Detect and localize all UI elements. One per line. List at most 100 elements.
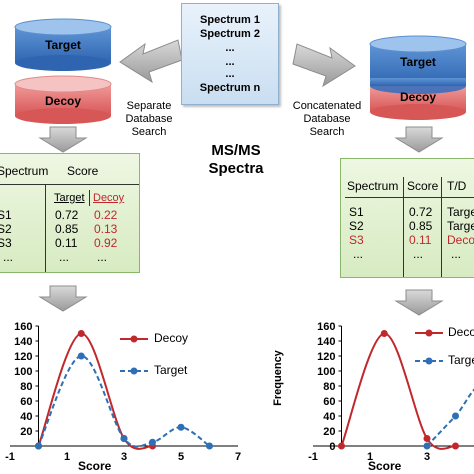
table-cell: S1 [0,208,12,222]
spectrum-line: ... [225,56,235,68]
left-x-axis-title: Score [78,459,112,473]
table-header-spectrum: Spectrum [347,179,399,193]
spectrum-line: Spectrum 1 [200,14,260,26]
y-tick-label: 160 [317,321,335,333]
data-point-target [177,423,185,431]
y-tick-label: 20 [323,426,335,438]
subheader-divider [89,190,90,206]
table-header-score: Score [67,164,99,178]
table-header-divider [345,197,474,198]
data-point-decoy [77,330,85,337]
y-tick-label: 140 [317,336,335,348]
x-tick-label: 1 [64,451,70,463]
right-concatenated-db-icon [369,35,467,120]
table-cell: ... [451,247,462,261]
legend-marker-decoy [425,329,433,337]
y-tick-label: 40 [20,411,32,423]
data-point-decoy [380,330,388,337]
right-decoy-label: Decoy [399,90,437,104]
table-header-td: T/D [447,179,467,193]
legend-marker-target [130,367,138,375]
table-cell: S1 [349,205,364,219]
separate-search-results-table: Spectrum Score Target Decoy S1 0.72 0.22… [0,153,140,273]
x-tick-label: 3 [121,451,127,463]
y-tick-label: 0 [329,441,335,453]
table-cell: S2 [349,219,364,233]
table-cell: S2 [0,222,12,236]
table-column-divider [441,177,442,277]
data-point-decoy [338,442,345,450]
x-tick-label: 7 [235,451,241,463]
series-line-decoy [37,332,153,450]
spectrum-line: Spectrum n [199,82,261,94]
data-point-decoy [452,442,459,450]
y-tick-label: 120 [14,351,32,363]
y-tick-label: 80 [20,381,32,393]
series-line-target [426,388,474,447]
y-tick-label: 60 [20,396,32,408]
table-column-divider [45,184,46,272]
separate-search-label: Separate Database Search [125,100,173,138]
table-cell: ... [59,250,70,264]
x-tick-label: 5 [178,451,184,463]
table-cell: 0.72 [55,208,79,222]
table-header-score: Score [407,179,439,193]
legend-decoy-label: Decoy [448,325,474,339]
table-header-divider [0,184,139,185]
table-cell: 0.85 [55,222,79,236]
y-tick-label: 120 [317,351,335,363]
concatenated-search-label: Concatenated Database Search [292,100,362,138]
right-target-label: Target [400,55,436,69]
left-target-db-icon [14,18,112,71]
y-tick-label: 100 [317,366,335,378]
y-tick-label: 100 [14,366,32,378]
x-tick-label: -1 [308,451,318,463]
series-line-decoy [340,332,456,450]
y-tick-label: 80 [323,381,335,393]
data-point-target [149,438,156,446]
table-cell: 0.11 [55,236,78,250]
y-tick-label: 40 [323,411,335,423]
table-cell: ... [3,250,14,264]
data-point-target [452,412,459,420]
arrow-down-right-db [394,126,444,153]
legend-target-label: Target [154,363,188,377]
data-point-target [120,435,128,442]
y-tick-label: 160 [14,321,32,333]
arrow-down-right-table [394,289,444,316]
table-cell: 0.72 [409,205,433,219]
right-y-axis-title: Frequency [272,350,284,406]
concatenated-search-results-table: Spectrum Score T/D S1 0.72 Target S2 0.8… [340,158,474,278]
arrow-down-left-db [38,126,88,153]
left-decoy-db-icon [14,75,112,124]
right-x-axis-title: Score [368,459,402,473]
arrow-to-concatenated-search [292,43,356,88]
table-cell: 0.22 [94,208,118,222]
spectrum-line: Spectrum 2 [200,28,260,40]
x-tick-label: -1 [5,451,15,463]
table-cell: ... [97,250,108,264]
subheader-target: Target [54,192,85,204]
table-column-divider [403,177,404,277]
x-tick-label: 1 [367,451,373,463]
left-target-label: Target [45,38,81,52]
subheader-decoy: Decoy [93,192,125,204]
table-cell: S3 [349,233,364,247]
table-cell: Decoy [447,233,474,247]
data-point-target [423,442,431,450]
arrow-down-left-table [38,285,88,312]
table-cell: 0.85 [409,219,433,233]
data-point-decoy [423,435,431,442]
legend-target-label: Target [448,353,474,367]
y-tick-label: 140 [14,336,32,348]
legend-marker-decoy [130,335,138,343]
spectrum-line: ... [225,68,235,80]
x-tick-label: 3 [424,451,430,463]
spectrum-line: ... [225,42,235,54]
table-cell: S3 [0,236,12,250]
data-point-target [77,352,85,360]
msms-spectra-title: MS/MS Spectra [208,142,264,177]
